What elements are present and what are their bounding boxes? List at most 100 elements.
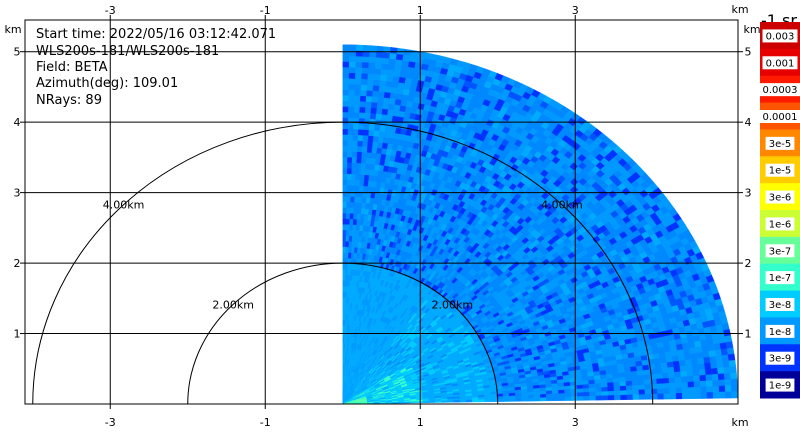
beta-gate: [607, 395, 615, 401]
beta-gate: [614, 394, 621, 401]
beta-gate: [342, 167, 348, 175]
beta-gate: [675, 382, 683, 389]
beta-gate: [626, 389, 634, 396]
beta-gate: [364, 112, 372, 120]
beta-gate: [631, 380, 639, 387]
beta-gate: [351, 151, 358, 158]
beta-gate: [342, 145, 349, 152]
beta-gate: [447, 400, 455, 403]
beta-gate: [342, 128, 349, 135]
beta-gate: [674, 371, 682, 379]
beta-gate: [342, 196, 348, 203]
beta-gate: [379, 402, 387, 404]
beta-gate: [342, 190, 348, 197]
beta-gate: [459, 399, 467, 403]
beta-gate: [398, 401, 405, 404]
beta-gate: [527, 397, 535, 402]
beta-gate: [637, 374, 645, 381]
beta-gate: [346, 173, 353, 180]
beta-gate: [644, 384, 652, 391]
beta-gate: [662, 382, 670, 390]
beta-gate: [601, 386, 609, 393]
beta-gate: [391, 401, 399, 404]
beta-gate: [626, 394, 634, 400]
beta-gate: [342, 100, 350, 107]
beta-gate: [347, 156, 353, 163]
beta-gate: [365, 95, 373, 103]
beta-gate: [502, 398, 510, 402]
beta-gate: [347, 151, 353, 158]
beta-gate: [358, 112, 366, 119]
beta-gate: [576, 392, 584, 397]
beta-gate: [347, 134, 354, 141]
beta-gate: [354, 83, 362, 91]
beta-gate: [638, 384, 646, 391]
beta-gate: [350, 196, 356, 203]
beta-gate: [366, 84, 374, 92]
beta-gate: [594, 383, 602, 389]
beta-gate: [356, 157, 363, 164]
beta-gate: [373, 402, 380, 404]
beta-gate: [441, 400, 448, 403]
beta-gate: [358, 129, 365, 136]
beta-gate: [632, 384, 640, 391]
beta-gate: [644, 393, 652, 400]
beta-gate: [546, 397, 553, 402]
beta-gate: [346, 184, 352, 192]
beta-gate: [533, 397, 541, 402]
beta-gate: [625, 385, 633, 391]
beta-gate: [346, 201, 351, 208]
beta-gate: [655, 373, 663, 380]
beta-gate: [342, 134, 349, 141]
beta-gate: [657, 388, 664, 395]
beta-gate: [564, 396, 572, 401]
beta-gate: [342, 207, 347, 214]
beta-gate: [347, 111, 355, 119]
beta-gate: [472, 399, 479, 403]
beta-gate: [346, 196, 352, 203]
beta-gate: [558, 396, 566, 401]
beta-gate: [669, 393, 677, 400]
beta-gate: [342, 162, 348, 169]
beta-gate: [582, 388, 590, 393]
beta-gate: [410, 401, 417, 404]
beta-gate: [435, 400, 442, 403]
beta-gate: [601, 391, 609, 397]
beta-gate: [353, 100, 361, 108]
beta-gate: [359, 100, 367, 108]
beta-gate: [429, 400, 436, 403]
beta-gate: [348, 89, 356, 96]
beta-gate: [365, 101, 373, 108]
beta-gate: [342, 235, 347, 242]
beta-gate: [638, 389, 646, 396]
beta-gate: [620, 390, 627, 396]
beta-gate: [359, 106, 367, 114]
beta-gate: [346, 207, 351, 214]
beta-gate: [570, 396, 578, 401]
beta-gate: [371, 96, 379, 103]
beta-gate: [478, 399, 486, 403]
beta-gate: [342, 139, 349, 147]
beta-gate: [350, 179, 357, 186]
beta-gate: [669, 387, 677, 395]
beta-gate: [342, 184, 348, 191]
beta-gate: [490, 398, 498, 403]
beta-gate: [342, 83, 350, 90]
beta-field-layer: [342, 44, 738, 404]
beta-gate: [637, 379, 645, 386]
beta-gate: [564, 392, 572, 398]
beta-gate: [347, 123, 355, 130]
beta-gate: [595, 391, 603, 397]
beta-gate: [347, 128, 354, 135]
beta-gate: [342, 179, 348, 186]
beta-gate: [342, 94, 350, 102]
beta-gate: [357, 145, 364, 153]
beta-gate: [613, 386, 621, 392]
beta-gate: [675, 387, 683, 394]
beta-gate: [619, 381, 627, 387]
beta-gate: [342, 173, 348, 180]
beta-gate: [348, 100, 355, 107]
beta-gate: [558, 393, 566, 398]
beta-gate: [577, 396, 584, 401]
